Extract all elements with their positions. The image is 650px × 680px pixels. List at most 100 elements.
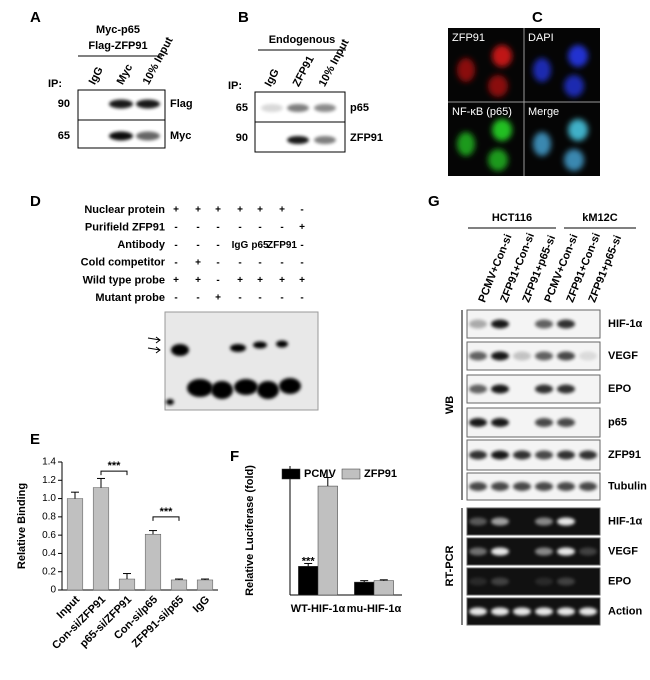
band [535,319,553,329]
gel [466,507,601,536]
band [469,607,487,616]
blot-label: EPO [608,383,632,395]
condition-cell: + [237,275,243,286]
y-tick-label: 1.2 [42,475,56,486]
band [469,418,487,427]
band [557,319,575,329]
panel-label: G [428,193,440,210]
header: Myc-p65 [96,24,140,36]
band [469,517,487,526]
condition-cell: - [216,257,219,268]
mw-label: 90 [236,132,248,144]
blot-label: p65 [608,416,627,428]
condition-cell: - [216,275,219,286]
free-probe [211,381,233,399]
significance-bracket [100,470,128,476]
band [557,418,575,427]
mw-label: 65 [58,130,70,142]
band [469,482,487,491]
condition-cell: - [280,222,283,233]
legend-label: ZFP91 [364,468,397,480]
gel [466,567,601,596]
band [579,607,597,616]
lane-label: Myc [115,62,136,87]
significance-bracket [152,516,180,521]
bar [354,581,375,596]
condition-cell: IgG [232,240,249,251]
condition-cell: + [237,205,243,216]
free-probe [187,379,213,397]
band [535,384,553,394]
condition-cell: + [257,205,263,216]
nucleus [488,75,508,97]
band [579,351,597,361]
band [535,482,553,491]
condition-cell: + [215,205,221,216]
nucleus [564,149,584,171]
header: Flag-ZFP91 [88,40,147,52]
band [557,450,575,460]
blot [466,374,601,404]
gel-label: Action [608,605,643,617]
nucleus [492,119,512,141]
band [491,384,509,394]
band [557,384,575,394]
bar [66,498,84,591]
condition-cell: + [195,257,201,268]
ip-label: IP: [228,80,242,92]
y-tick-label: 0.8 [42,511,56,522]
band [557,351,575,361]
condition-cell: - [300,205,303,216]
shift-band [253,341,267,349]
condition-cell: - [174,240,177,251]
band [513,351,531,361]
condition-cell: ZFP91 [267,240,297,251]
nucleus [533,58,551,82]
channel-label: ZFP91 [452,32,485,44]
nucleus [568,45,588,67]
band [535,547,553,556]
bar [118,578,136,591]
band [535,418,553,427]
nucleus [533,132,551,156]
gel [164,311,319,411]
condition-label: Cold competitor [81,257,166,269]
bar [298,566,319,596]
band [136,99,160,109]
arrow [147,346,161,354]
condition-cell: p65 [251,240,269,251]
channel-label: NF-κB (p65) [452,106,512,118]
free-probe [279,378,301,394]
shift-band [276,340,288,348]
condition-cell: - [196,240,199,251]
gel-label: EPO [608,575,632,587]
blot [466,341,601,371]
condition-cell: - [216,222,219,233]
y-tick-label: 1.0 [42,493,56,504]
band [513,482,531,491]
y-axis-title: Relative Luciferase (fold) [244,465,256,596]
legend-swatch [341,468,361,480]
blot-label: Tubulin [608,480,647,492]
blot-label: p65 [350,102,369,114]
mw-label: 65 [236,102,248,114]
gel-label: HIF-1α [608,515,643,527]
blot-label: Myc [170,130,191,142]
band [557,607,575,616]
band [469,384,487,394]
band [513,450,531,460]
ip-label: IP: [48,78,62,90]
band [469,547,487,556]
blot [466,472,601,501]
band [535,517,553,526]
condition-cell: + [173,275,179,286]
condition-cell: - [174,257,177,268]
band [469,351,487,361]
section-label: RT-PCR [444,545,456,586]
shift-band [171,344,189,356]
y-tick-label: 0 [50,585,56,596]
lane-label: IgG [87,65,106,87]
group-label: kM12C [582,212,618,224]
band [491,577,509,586]
